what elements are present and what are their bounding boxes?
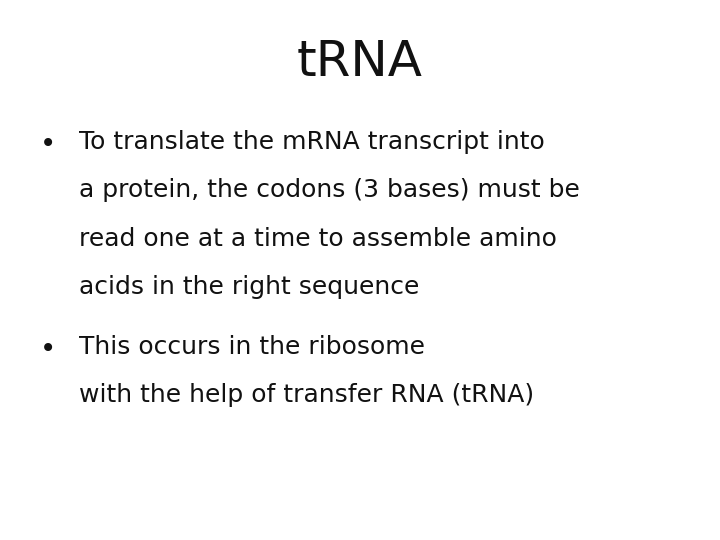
Text: a protein, the codons (3 bases) must be: a protein, the codons (3 bases) must be [79,178,580,202]
Text: read one at a time to assemble amino: read one at a time to assemble amino [79,227,557,251]
Text: tRNA: tRNA [297,38,423,86]
Text: This occurs in the ribosome: This occurs in the ribosome [79,335,426,359]
Text: •: • [40,130,56,158]
Text: with the help of transfer RNA (tRNA): with the help of transfer RNA (tRNA) [79,383,534,407]
Text: To translate the mRNA transcript into: To translate the mRNA transcript into [79,130,545,153]
Text: acids in the right sequence: acids in the right sequence [79,275,420,299]
Text: •: • [40,335,56,363]
